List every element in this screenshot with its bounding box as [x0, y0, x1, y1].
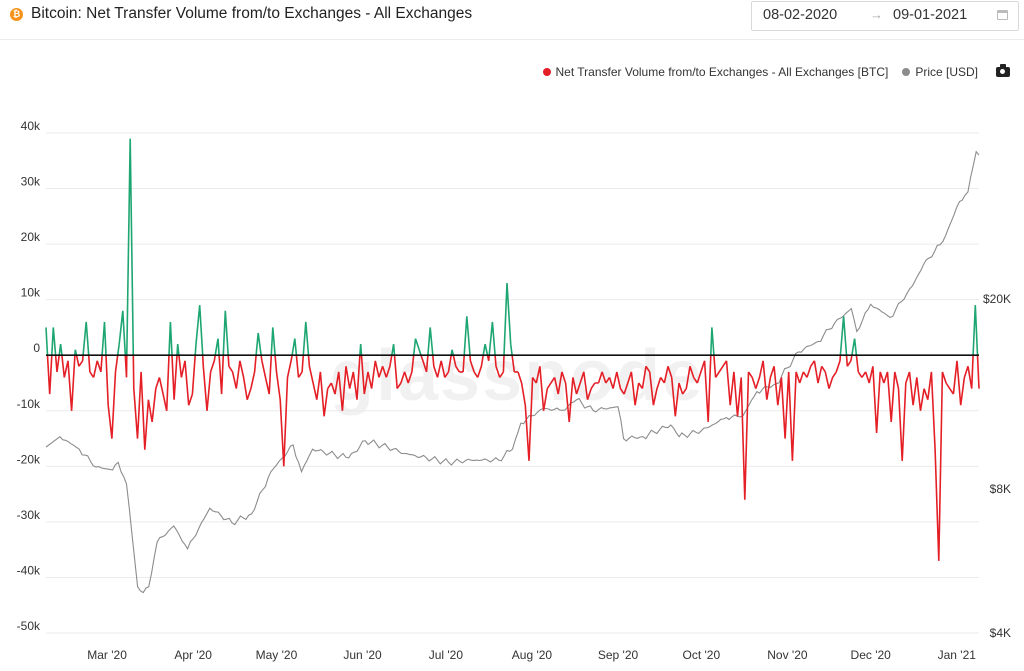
- y-right-tick-label: $8K: [990, 482, 1011, 496]
- x-tick-label: Sep '20: [598, 648, 639, 662]
- y-tick-label: 30k: [21, 175, 41, 189]
- legend-item-price[interactable]: Price [USD]: [902, 65, 978, 79]
- chart-legend: Net Transfer Volume from/to Exchanges - …: [529, 64, 1010, 80]
- y-tick-label: -20k: [17, 452, 41, 466]
- x-tick-label: Nov '20: [767, 648, 808, 662]
- chart-title: Bitcoin: Net Transfer Volume from/to Exc…: [31, 5, 473, 22]
- net-transfer-positive-line: [45, 138, 979, 356]
- bitcoin-icon: ₿: [10, 8, 23, 21]
- y-right-tick-label: $4K: [990, 626, 1011, 640]
- x-tick-label: Apr '20: [174, 648, 212, 662]
- x-axis-labels: Mar '20 Apr '20 May '20 Jun '20 Jul '20 Aug '…: [87, 648, 976, 662]
- chart-header: ₿ Bitcoin: Net Transfer Volume from/to E…: [0, 0, 1024, 40]
- y-tick-label: -10k: [17, 397, 41, 411]
- x-tick-label: Oct '20: [683, 648, 721, 662]
- y-right-tick-label: $20K: [983, 292, 1011, 306]
- x-tick-label: Dec '20: [851, 648, 892, 662]
- camera-icon[interactable]: [996, 64, 1010, 77]
- y-tick-label: 0: [33, 341, 40, 355]
- date-end-input[interactable]: 09-01-2021: [893, 7, 968, 23]
- y-tick-label: -50k: [17, 619, 41, 633]
- calendar-icon[interactable]: [997, 10, 1008, 20]
- x-tick-label: Jan '21: [938, 648, 977, 662]
- legend-label-net: Net Transfer Volume from/to Exchanges - …: [555, 65, 889, 79]
- net-transfer-series-line: [46, 354, 980, 561]
- legend-dot-price: [902, 68, 911, 76]
- y-tick-label: 20k: [21, 230, 41, 244]
- x-tick-label: Jun '20: [343, 648, 382, 662]
- legend-dot-net: [542, 68, 551, 76]
- legend-item-net-transfer[interactable]: Net Transfer Volume from/to Exchanges - …: [542, 65, 889, 79]
- y-tick-label: -40k: [17, 563, 41, 577]
- price-series-line: [45, 150, 980, 594]
- x-tick-label: May '20: [256, 648, 298, 662]
- arrow-right-icon: →: [870, 7, 883, 22]
- date-range-picker[interactable]: 08-02-2020 → 09-01-2021: [751, 1, 1019, 31]
- legend-label-price: Price [USD]: [915, 65, 978, 79]
- grid-lines: [46, 132, 979, 634]
- y-tick-label: 40k: [21, 119, 41, 133]
- y-axis-left-labels: 40k 30k 20k 10k 0 -10k -20k -30k -40k -50k: [17, 119, 41, 633]
- date-start-input[interactable]: 08-02-2020: [763, 7, 838, 23]
- y-tick-label: 10k: [21, 286, 41, 300]
- y-axis-right-labels: $20K $8K $4K: [983, 292, 1011, 640]
- x-tick-label: Aug '20: [512, 648, 553, 662]
- y-tick-label: -30k: [17, 508, 41, 522]
- x-tick-label: Jul '20: [429, 648, 464, 662]
- x-tick-label: Mar '20: [87, 648, 127, 662]
